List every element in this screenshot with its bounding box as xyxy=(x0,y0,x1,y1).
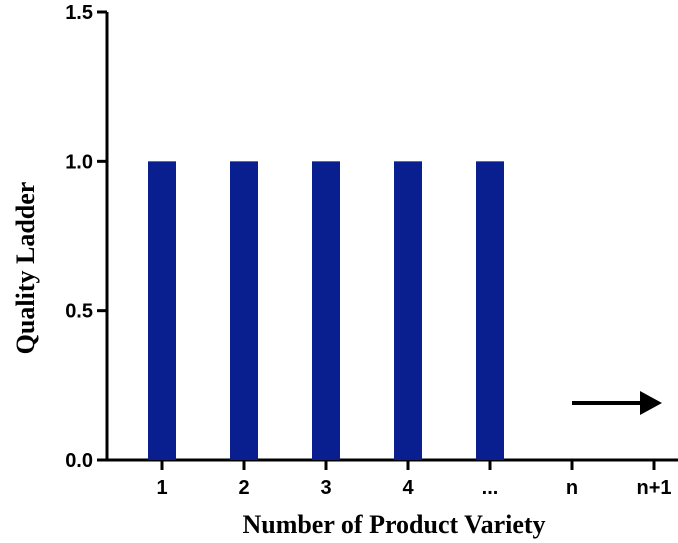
bar xyxy=(394,161,422,461)
annotations xyxy=(572,391,662,415)
x-tick-label: n+1 xyxy=(636,477,671,499)
y-tick-label: 1.0 xyxy=(65,151,93,173)
y-axis-title: Quality Ladder xyxy=(11,182,40,355)
bar xyxy=(148,161,176,461)
x-tick-label: 4 xyxy=(402,477,414,499)
x-axis-title: Number of Product Variety xyxy=(242,510,545,539)
axes: 0.0 0.5 1.0 1.5 1 2 3 4... n n+1 xyxy=(65,2,678,499)
y-tick-label: 0.5 xyxy=(65,301,93,323)
bar xyxy=(312,161,340,461)
x-tick-label: n xyxy=(566,477,578,499)
bar xyxy=(230,161,258,461)
x-tick-label: ... xyxy=(482,477,499,499)
y-tick-label: 0.0 xyxy=(65,450,93,472)
x-tick-label: 2 xyxy=(238,477,249,499)
labels: Number of Product Variety Quality Ladder xyxy=(11,182,546,539)
x-tick-label: 3 xyxy=(320,477,331,499)
bars xyxy=(148,161,504,461)
y-tick-label: 1.5 xyxy=(65,2,93,24)
x-tick-label: 1 xyxy=(156,477,167,499)
arrow-head xyxy=(640,391,662,415)
bar xyxy=(476,161,504,461)
